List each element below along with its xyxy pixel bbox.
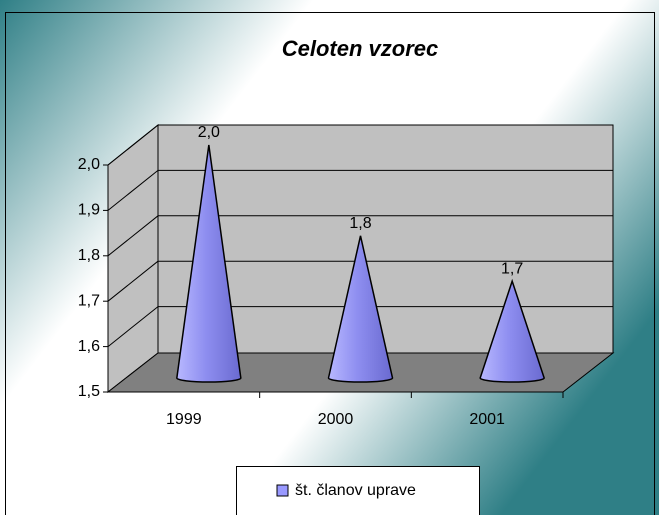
data-label: 1,7 — [501, 260, 523, 277]
cone — [479, 278, 545, 383]
grid-line — [107, 124, 159, 166]
y-tick-label: 2,0 — [78, 156, 100, 173]
grid-line — [107, 215, 159, 257]
x-tick-label: 2000 — [318, 411, 354, 428]
chart-title: Celoten vzorec — [282, 36, 439, 61]
y-tick-label: 1,5 — [78, 383, 100, 400]
cone — [327, 235, 394, 383]
side-wall — [107, 123, 159, 394]
legend-swatch — [276, 484, 289, 497]
x-tick-label: 2001 — [469, 411, 505, 428]
grid-line — [107, 170, 159, 211]
legend-label: št. članov uprave — [295, 482, 416, 499]
y-tick-label: 1,9 — [78, 202, 100, 219]
x-tick-label: 1999 — [166, 411, 202, 428]
data-label: 2,0 — [198, 124, 220, 141]
data-label: 1,8 — [349, 215, 371, 232]
cone — [176, 144, 242, 383]
y-tick-label: 1,6 — [78, 338, 100, 355]
grid-line — [107, 306, 159, 347]
y-tick-label: 1,8 — [78, 247, 100, 264]
chart-frame — [5, 12, 655, 520]
grid-line — [107, 260, 159, 302]
y-tick-label: 1,7 — [78, 292, 100, 309]
